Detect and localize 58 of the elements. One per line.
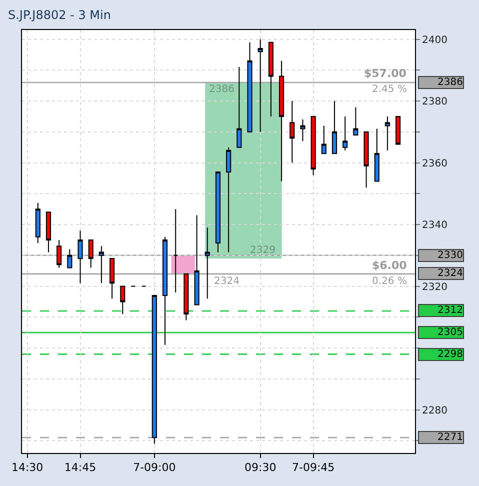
annotation: 0.26 %: [372, 276, 407, 287]
candlestick: [173, 208, 178, 293]
candlestick: [321, 125, 326, 154]
candlestick: [204, 227, 210, 300]
candlestick: [247, 42, 252, 132]
candlestick: [310, 116, 316, 176]
y-tick-label: 2400: [422, 34, 448, 46]
y-tick-label: 2380: [422, 96, 448, 108]
candlestick: [364, 131, 369, 188]
ref-line-label: 2312: [438, 305, 463, 316]
ref-line-label: 2305: [438, 327, 463, 338]
annotation: 2386: [209, 84, 234, 95]
candlestick: [120, 286, 126, 315]
candlestick: [162, 236, 168, 346]
x-tick-label: 14:30: [11, 461, 44, 474]
candlestick: [300, 119, 306, 142]
candlestick: [184, 273, 189, 321]
candlestick: [226, 146, 232, 253]
candlestick: [56, 239, 62, 268]
candlestick: [396, 116, 401, 145]
ref-line-label: 2386: [438, 77, 463, 88]
y-tick-label: 2280: [422, 405, 448, 416]
ref-line-label: 2324: [438, 268, 463, 279]
x-tick-label: 09:30: [244, 461, 276, 474]
y-tick-label: 2360: [422, 158, 448, 170]
candlestick: [278, 60, 284, 182]
candlestick: [194, 214, 200, 306]
candlestick: [353, 106, 358, 136]
candlestick: [110, 258, 115, 300]
candlestick: [342, 116, 348, 151]
candlestick: [268, 42, 274, 117]
x-tick-label: 7-09:45: [292, 461, 335, 474]
chart-title: S.JP.J8802 - 3 Min: [8, 8, 111, 22]
candlestick: [35, 202, 40, 244]
ref-line-label: 2330: [438, 250, 463, 261]
annotation: $57.00: [364, 67, 407, 80]
annotation: $6.00: [372, 259, 408, 272]
y-tick-label: 2320: [422, 282, 448, 293]
candlestick: [88, 239, 94, 268]
candlestick: [46, 212, 52, 253]
annotation: 2324: [214, 276, 240, 287]
candlestick: [236, 66, 242, 148]
candlestick: [374, 128, 380, 182]
candlestick: [78, 230, 83, 284]
ref-line-label: 2298: [438, 349, 463, 360]
candlestick: [290, 100, 295, 164]
y-tick-label: 2340: [422, 220, 448, 232]
candlestick: [258, 38, 263, 132]
x-tick-label: 7-09:00: [133, 461, 176, 474]
annotation: 2.45 %: [372, 84, 407, 95]
candlestick: [215, 172, 221, 253]
x-tick-label: 14:45: [64, 461, 96, 474]
candlestick: [67, 248, 72, 268]
candlestick: [384, 116, 390, 151]
candlestick: [98, 246, 104, 284]
ref-line-label: 2271: [438, 432, 463, 443]
annotation: 2329: [250, 245, 276, 256]
candlestick: [332, 100, 338, 154]
